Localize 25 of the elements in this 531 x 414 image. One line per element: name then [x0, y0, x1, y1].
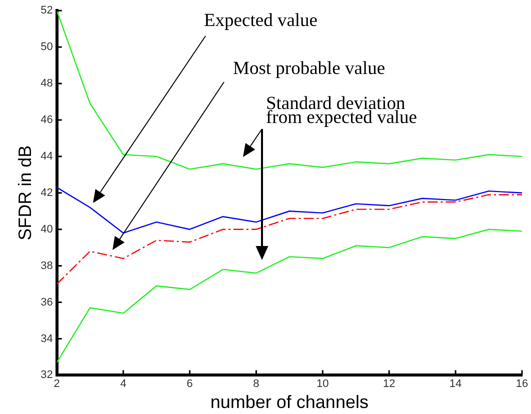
x-tick-label: 6	[186, 378, 193, 390]
x-tick-label: 4	[120, 378, 126, 390]
x-tick-label: 14	[449, 378, 462, 390]
y-tick-label: 50	[40, 41, 53, 54]
y-tick-label: 36	[40, 296, 53, 308]
x-axis-title: number of channels	[210, 392, 368, 412]
x-tick-label: 12	[382, 378, 396, 390]
y-tick-label: 38	[40, 260, 53, 272]
x-tick-label: 16	[516, 378, 528, 390]
y-axis-title: SFDR in dB	[14, 145, 35, 240]
y-tick-label: 32	[40, 369, 53, 382]
y-tick-label: 52	[40, 4, 53, 17]
y-tick-label: 46	[40, 114, 53, 126]
y-tick-label: 44	[40, 150, 53, 162]
y-tick-label: 48	[40, 78, 53, 90]
x-tick-label: 2	[54, 378, 60, 390]
x-tick-label: 8	[253, 378, 260, 390]
y-tick-label: 40	[40, 223, 53, 236]
y-tick-label: 42	[40, 186, 53, 199]
annotation: Most probable value	[233, 59, 386, 79]
line-series	[56, 194, 522, 285]
annotation: Standard deviation from expected value	[266, 94, 418, 128]
y-tick-label: 34	[40, 332, 53, 345]
annotation: Expected value	[204, 11, 318, 31]
x-tick-label: 10	[316, 378, 329, 390]
